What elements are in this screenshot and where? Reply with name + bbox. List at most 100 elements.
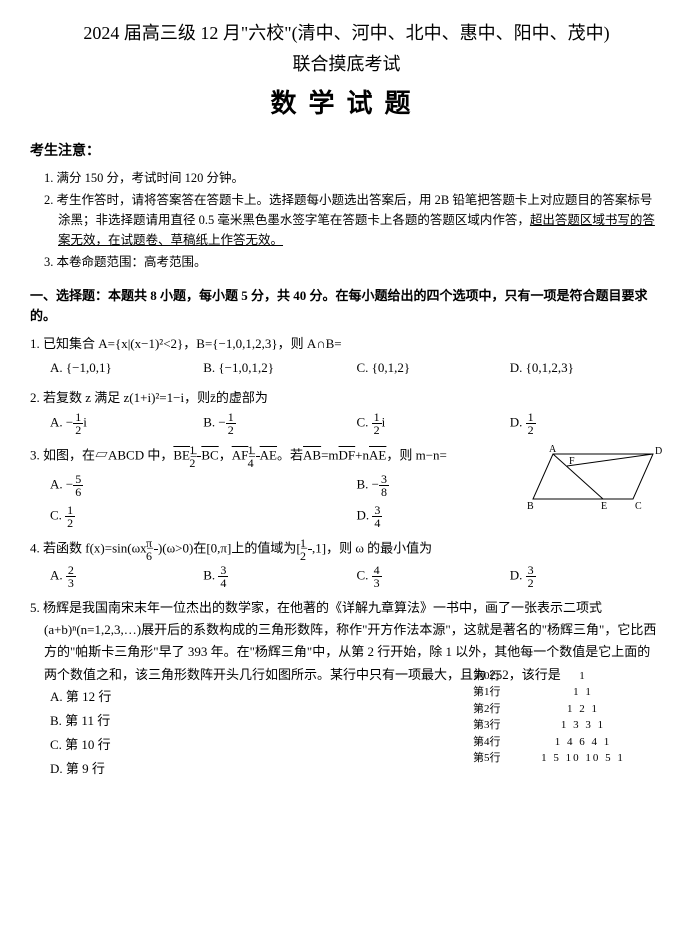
q2c-frac: 12 <box>372 411 382 436</box>
q3-df: DF <box>339 448 356 463</box>
question-2: 2. 若复数 z 满足 z(1+i)²=1−i，则z̄的虚部为 A. −12i … <box>30 387 663 436</box>
q3-ab: AB <box>303 448 321 463</box>
q4b-pre: B. <box>203 568 218 583</box>
pr5-l: 第5行 <box>473 750 513 767</box>
q4-option-b: B. 34 <box>203 564 356 589</box>
fig-label-f: F <box>569 456 575 467</box>
header-line-2: 联合摸底考试 <box>30 51 663 78</box>
q2-text: 2. 若复数 z 满足 z(1+i)²=1−i，则z̄的虚部为 <box>44 387 663 409</box>
question-5: 5. 杨辉是我国南宋末年一位杰出的数学家，在他著的《详解九章算法》一书中，画了一… <box>30 597 663 785</box>
q4c-d: 3 <box>372 577 382 589</box>
q2-option-a: A. −12i <box>50 411 203 436</box>
q3-c1: ， <box>219 448 232 463</box>
q3b-pre: B. − <box>357 477 380 492</box>
pr3-n: 1 3 3 1 <box>513 717 653 734</box>
q3c-d: 2 <box>65 517 75 529</box>
pr4-l: 第4行 <box>473 734 513 751</box>
q3a-d: 6 <box>73 486 83 498</box>
q1-text: 1. 已知集合 A={x|(x−1)²<2}，B={−1,0,1,2,3}，则 … <box>44 333 663 355</box>
fig-label-c: C <box>635 501 642 512</box>
q4-tc: ,1]，则 ω 的最小值为 <box>312 541 432 556</box>
q4-option-c: C. 43 <box>357 564 510 589</box>
q4c-frac: 43 <box>372 564 382 589</box>
pr4-n: 1 4 6 4 1 <box>513 734 653 751</box>
q3-be: BE <box>173 448 190 463</box>
q3-option-a: A. −56 <box>50 473 357 498</box>
q4-tb: )(ω>0)在[0,π]上的值域为[− <box>158 541 308 556</box>
q4b-d: 4 <box>218 577 228 589</box>
q4d-d: 2 <box>526 577 536 589</box>
notice-item-2: 2. 考生作答时，请将答案答在答题卡上。选择题每小题选出答案后，用 2B 铅笔把… <box>58 190 663 250</box>
pascal-row-3: 第3行1 3 3 1 <box>473 717 653 734</box>
pr0-l: 第0行 <box>473 668 513 685</box>
question-1: 1. 已知集合 A={x|(x−1)²<2}，B={−1,0,1,2,3}，则 … <box>30 333 663 379</box>
q2-option-b: B. −12 <box>203 411 356 436</box>
q3a-frac: 56 <box>73 473 83 498</box>
q2c-d: 2 <box>372 424 382 436</box>
q1-option-b: B. {−1,0,1,2} <box>203 357 356 379</box>
pr5-n: 1 5 10 10 5 1 <box>513 750 653 767</box>
q2c-suf: i <box>382 415 386 430</box>
notice-heading: 考生注意： <box>30 141 663 162</box>
notice-item-3: 3. 本卷命题范围：高考范围。 <box>58 252 663 272</box>
q3d-d: 4 <box>372 517 382 529</box>
question-4: 4. 若函数 f(x)=sin(ωx−π6)(ω>0)在[0,π]上的值域为[−… <box>30 537 663 589</box>
q2d-d: 2 <box>526 424 536 436</box>
pr3-l: 第3行 <box>473 717 513 734</box>
q4a-frac: 23 <box>66 564 76 589</box>
pr1-l: 第1行 <box>473 684 513 701</box>
q4-options: A. 23 B. 34 C. 43 D. 32 <box>50 564 663 589</box>
pascal-row-2: 第2行1 2 1 <box>473 701 653 718</box>
header-main: 数学试题 <box>30 84 663 123</box>
section-1-head: 一、选择题：本题共 8 小题，每小题 5 分，共 40 分。在每小题给出的四个选… <box>30 286 663 325</box>
q4a-d: 3 <box>66 577 76 589</box>
fig-label-a: A <box>549 444 557 455</box>
q4b-frac: 34 <box>218 564 228 589</box>
q2b-frac: 12 <box>226 411 236 436</box>
q2d-pre: D. <box>510 415 526 430</box>
header-line-1: 2024 届高三级 12 月"六校"(清中、河中、北中、惠中、阳中、茂中) <box>30 20 663 47</box>
q4d-pre: D. <box>510 568 526 583</box>
q3-option-c: C. 12 <box>50 504 357 529</box>
q3a-pre: A. − <box>50 477 73 492</box>
q3-eq3: =m <box>321 448 338 463</box>
q3-plus: +n <box>355 448 369 463</box>
fig-label-d: D <box>655 446 662 457</box>
pr2-n: 1 2 1 <box>513 701 653 718</box>
pascal-row-0: 第0行1 <box>473 668 653 685</box>
q2b-d: 2 <box>226 424 236 436</box>
q3-ta: 3. 如图，在▱ABCD 中， <box>30 448 173 463</box>
q2d-frac: 12 <box>526 411 536 436</box>
question-3: 3. 如图，在▱ABCD 中，BE=12BC，AF=14AE。若AB=mDF+n… <box>30 444 663 529</box>
q4-option-d: D. 32 <box>510 564 663 589</box>
q3b-frac: 38 <box>379 473 389 498</box>
pr2-l: 第2行 <box>473 701 513 718</box>
q1-option-d: D. {0,1,2,3} <box>510 357 663 379</box>
pascal-row-1: 第1行1 1 <box>473 684 653 701</box>
q2-option-c: C. 12i <box>357 411 510 436</box>
parallelogram-figure: A D C B E F <box>523 444 663 514</box>
q3b-d: 8 <box>379 486 389 498</box>
q3-tb: 。若 <box>277 448 303 463</box>
q4d-frac: 32 <box>526 564 536 589</box>
pascal-row-4: 第4行1 4 6 4 1 <box>473 734 653 751</box>
q3d-pre: D. <box>357 508 373 523</box>
q2b-pre: B. − <box>203 415 226 430</box>
pr1-n: 1 1 <box>513 684 653 701</box>
q3-ae2: AE <box>369 448 386 463</box>
q2a-frac: 12 <box>73 411 83 436</box>
q3c-pre: C. <box>50 508 65 523</box>
q2a-pre: A. − <box>50 415 73 430</box>
q2-options: A. −12i B. −12 C. 12i D. 12 <box>50 411 663 436</box>
q2c-pre: C. <box>357 415 372 430</box>
q3-af: AF <box>232 448 249 463</box>
q2a-suf: i <box>83 415 87 430</box>
q1-option-c: C. {0,1,2} <box>357 357 510 379</box>
q4-text: 4. 若函数 f(x)=sin(ωx−π6)(ω>0)在[0,π]上的值域为[−… <box>44 537 663 562</box>
q3c-frac: 12 <box>65 504 75 529</box>
fig-label-b: B <box>527 501 534 512</box>
q3-ae: AE <box>260 448 277 463</box>
notice-item-1: 1. 满分 150 分，考试时间 120 分钟。 <box>58 168 663 188</box>
pascal-triangle: 第0行1 第1行1 1 第2行1 2 1 第3行1 3 3 1 第4行1 4 6… <box>473 668 653 767</box>
q3-tc: ，则 m−n= <box>386 448 447 463</box>
